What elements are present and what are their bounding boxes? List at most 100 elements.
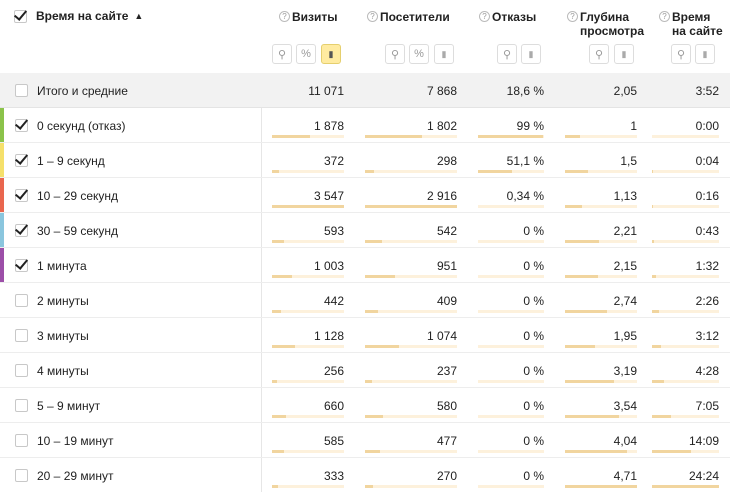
row-checkbox-wrap[interactable] [15,329,28,342]
table-row[interactable]: 10 – 29 секунд 3 547 2 916 0,34 % 1,13 0:16 [0,178,730,213]
column-header-visitors[interactable]: ? Посетители [367,10,450,24]
row-checkbox-wrap[interactable] [15,84,28,97]
row-checkbox-wrap[interactable] [15,469,28,482]
bar-fill-visitors [365,485,373,488]
row-checkbox[interactable] [15,119,28,132]
bar-track-bounces [478,275,544,278]
row-checkbox-wrap[interactable] [15,119,28,132]
row-checkbox-wrap[interactable] [15,399,28,412]
row-checkbox[interactable] [15,434,28,447]
chart-icon[interactable]: ▮ [521,44,541,64]
bar-track-time [652,345,719,348]
column-label-line2: просмотра [580,24,645,38]
filter-icon[interactable]: ⚲ [671,44,691,64]
bar-track-depth [565,205,637,208]
help-icon[interactable]: ? [567,11,578,22]
bar-track-depth [565,240,637,243]
table-row[interactable]: 1 минута 1 003 951 0 % 2,15 1:32 [0,248,730,283]
filter-icon[interactable]: ⚲ [272,44,292,64]
chart-icon[interactable]: ▮ [614,44,634,64]
table-row[interactable]: 2 минуты 442 409 0 % 2,74 2:26 [0,283,730,318]
filter-icon[interactable]: ⚲ [385,44,405,64]
table-row[interactable]: 30 – 59 секунд 593 542 0 % 2,21 0:43 [0,213,730,248]
row-checkbox[interactable] [15,224,28,237]
table-row[interactable]: 1 – 9 секунд 372 298 51,1 % 1,5 0:04 [0,143,730,178]
chart-icon[interactable]: ▮ [434,44,454,64]
row-checkbox[interactable] [15,84,28,97]
column-header-time[interactable]: ? Время на сайте [659,10,723,38]
row-checkbox-wrap[interactable] [15,189,28,202]
table-row[interactable]: 10 – 19 минут 585 477 0 % 4,04 14:09 [0,423,730,458]
help-icon[interactable]: ? [367,11,378,22]
table-row[interactable]: 3 минуты 1 128 1 074 0 % 1,95 3:12 [0,318,730,353]
cell-visitors: 2 916 [426,189,457,203]
filter-icon[interactable]: ⚲ [589,44,609,64]
cell-depth: 3,19 [613,364,637,378]
table-row[interactable]: 20 – 29 минут 333 270 0 % 4,71 24:24 [0,458,730,492]
row-checkbox[interactable] [15,329,28,342]
percent-icon[interactable]: % [409,44,429,64]
column-label-line1: Время [672,10,711,24]
cell-bounces: 0 % [523,294,544,308]
column-label[interactable]: Глубина просмотра [580,10,644,38]
row-checkbox-wrap[interactable] [15,224,28,237]
row-checkbox-wrap[interactable] [15,434,28,447]
cell-visitors: 580 [436,399,457,413]
table-row[interactable]: 4 минуты 256 237 0 % 3,19 4:28 [0,353,730,388]
column-label[interactable]: Время на сайте [672,10,723,38]
cell-depth: 4,71 [613,469,637,483]
column-header-depth[interactable]: ? Глубина просмотра [567,10,644,38]
table-row[interactable]: 0 секунд (отказ) 1 878 1 802 99 % 1 0:00 [0,108,730,143]
row-checkbox[interactable] [15,259,28,272]
bar-fill-visitors [365,240,382,243]
column-header-bounces[interactable]: ? Отказы [479,10,536,24]
row-checkbox-wrap[interactable] [15,154,28,167]
bar-track-visits [272,135,344,138]
cell-visits: 442 [323,294,344,308]
dimension-header[interactable]: Время на сайте ▲ [14,9,143,23]
filter-icon[interactable]: ⚲ [497,44,517,64]
bar-fill-depth [565,170,588,173]
column-label[interactable]: Визиты [292,10,338,24]
bar-fill-visits [272,240,284,243]
help-icon[interactable]: ? [659,11,670,22]
select-all-checkbox[interactable] [14,9,27,23]
bar-track-visits [272,205,344,208]
column-label[interactable]: Посетители [380,10,450,24]
bar-fill-depth [565,240,599,243]
bar-fill-visitors [365,415,383,418]
row-checkbox[interactable] [15,399,28,412]
bar-fill-time [652,345,661,348]
cell-time: 0:00 [695,119,719,133]
bar-track-bounces [478,345,544,348]
sort-asc-icon[interactable]: ▲ [134,11,144,21]
row-label: 1 – 9 секунд [37,154,105,168]
help-icon[interactable]: ? [479,11,490,22]
row-checkbox[interactable] [15,469,28,482]
chart-icon[interactable]: ▮ [695,44,715,64]
series-color-stripe [0,248,4,282]
row-checkbox-wrap[interactable] [15,294,28,307]
row-checkbox-wrap[interactable] [15,364,28,377]
table-row[interactable]: 5 – 9 минут 660 580 0 % 3,54 7:05 [0,388,730,423]
help-icon[interactable]: ? [279,11,290,22]
chart-icon[interactable]: ▮ [321,44,341,64]
bar-track-depth [565,415,637,418]
bar-track-visits [272,380,344,383]
dimension-title[interactable]: Время на сайте [36,9,129,23]
bar-fill-depth [565,205,582,208]
totals-row[interactable]: Итого и средние 11 071 7 868 18,6 % 2,05 3:52 [0,73,730,108]
cell-bounces: 0 % [523,399,544,413]
percent-icon[interactable]: % [296,44,316,64]
row-checkbox[interactable] [15,294,28,307]
column-header-visits[interactable]: ? Визиты [279,10,338,24]
bar-track-visits [272,485,344,488]
cell-depth: 3,54 [613,399,637,413]
row-checkbox-wrap[interactable] [15,259,28,272]
bar-track-time [652,310,719,313]
column-label[interactable]: Отказы [492,10,536,24]
row-checkbox[interactable] [15,364,28,377]
row-checkbox[interactable] [15,189,28,202]
row-checkbox[interactable] [15,154,28,167]
